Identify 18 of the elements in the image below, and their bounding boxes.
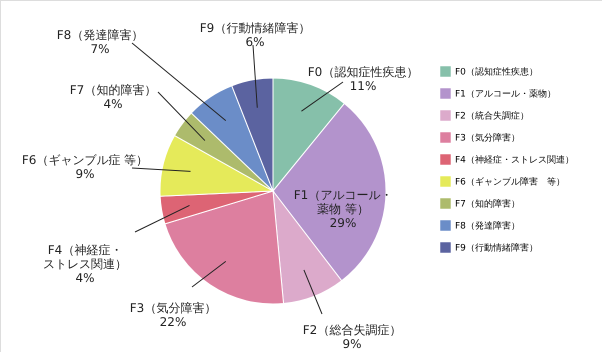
data-label: F3（気分障害） 22% [130, 301, 216, 329]
data-label: F1（アルコール・薬物 等） 29% [294, 188, 392, 230]
legend-label: F1（アルコール・薬物） [455, 88, 556, 100]
data-label: F0（認知症性疾患） 11% [308, 65, 418, 93]
legend-label: F6（ギャンブル障害 等） [455, 176, 565, 188]
legend-label: F9（行動情緒障害） [455, 242, 538, 254]
data-label: F8（発達障害） 7% [56, 28, 144, 56]
legend-label: F0（認知症性疾患） [455, 66, 538, 78]
legend-label: F4（神経症・ストレス関連） [455, 154, 574, 166]
data-label: F9（行動情緒障害） 6% [200, 21, 310, 49]
data-label: F6（ギャンブル症 等） 9% [22, 153, 148, 181]
data-label: F4（神経症・ストレス関連） 4% [43, 243, 127, 285]
legend-label: F3（気分障害） [455, 132, 520, 144]
legend-label: F8（発達障害） [455, 220, 520, 232]
data-label: F2（総合失調症） 9% [302, 323, 402, 351]
data-label: F7（知的障害） 4% [70, 83, 156, 111]
legend-label: F2（統合失調症） [455, 110, 529, 122]
legend-label: F7（知的障害） [455, 198, 520, 210]
